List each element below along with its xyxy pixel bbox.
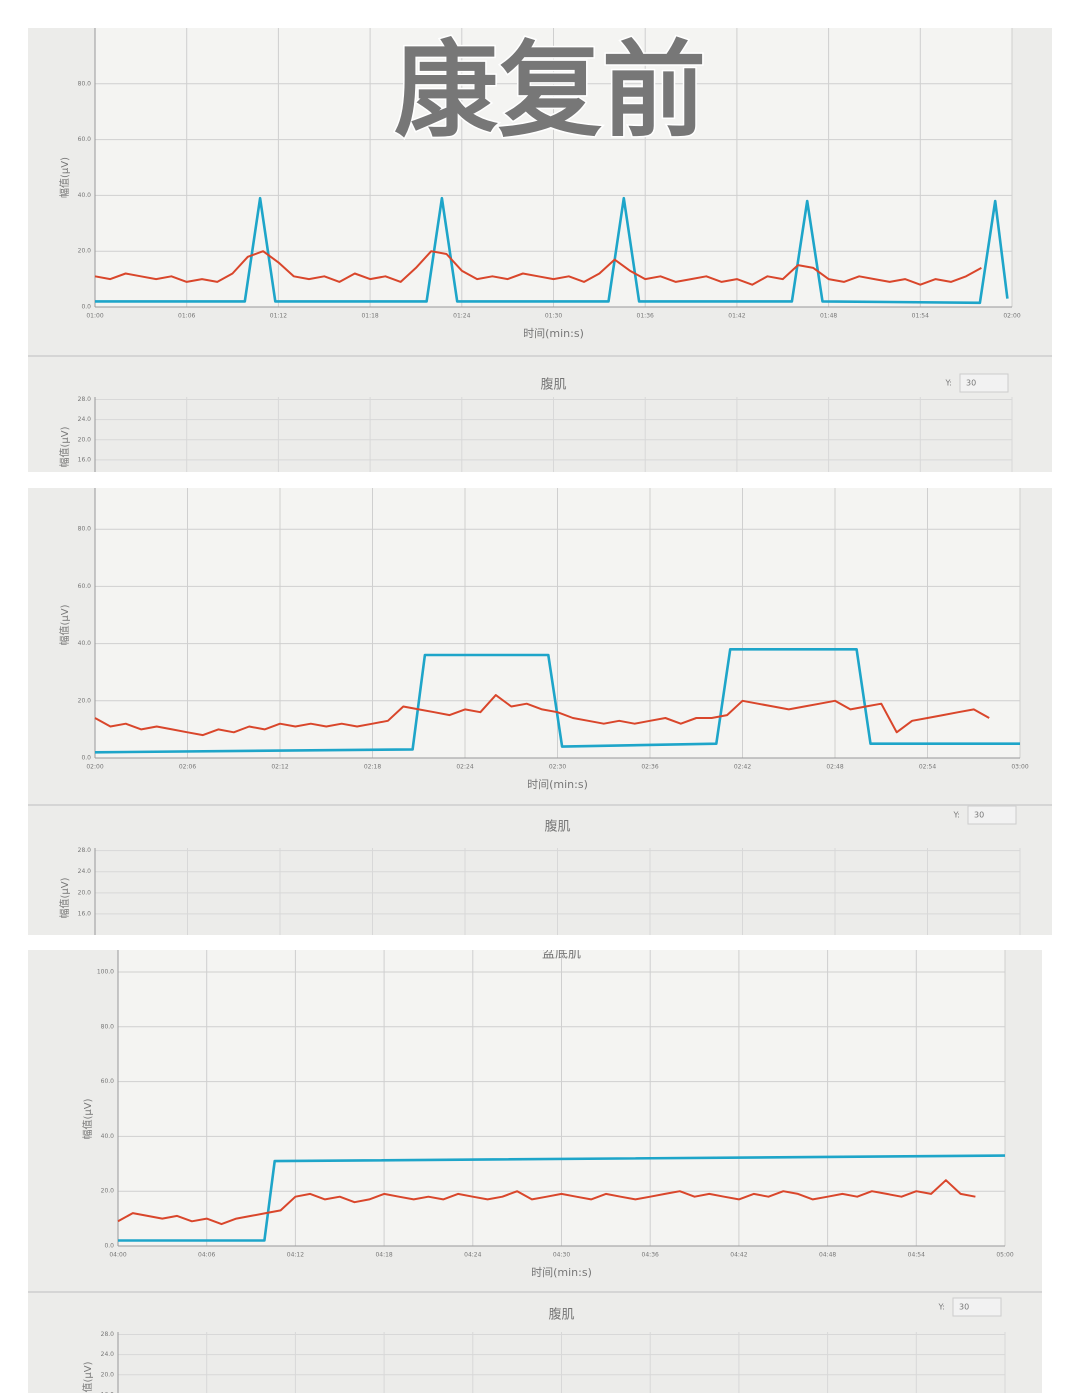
x-tick-label: 01:42: [728, 313, 745, 320]
y-tick-label: 40.0: [101, 1133, 115, 1140]
y-field-label: Y:: [937, 1303, 945, 1312]
x-tick-label: 05:00: [996, 1252, 1013, 1259]
x-axis-label: 时间(min:s): [531, 1266, 592, 1279]
chart-panel: 01:00 01:06 01:12 01:18 01:24 01:30 01:36 01:42…: [28, 28, 1052, 472]
y-tick-label: 20.0: [78, 697, 92, 704]
x-tick-label: 02:00: [86, 764, 103, 771]
y-tick-label: 16.0: [78, 910, 92, 917]
x-tick-label: 02:54: [919, 764, 936, 771]
y-tick-label: 0.0: [81, 304, 91, 311]
x-tick-label: 04:06: [198, 1252, 215, 1259]
y-tick-label: 24.0: [78, 868, 92, 875]
x-tick-label: 02:06: [179, 764, 196, 771]
x-tick-label: 04:42: [730, 1252, 747, 1259]
y-axis-label: 幅值(μV): [58, 877, 71, 918]
y-tick-label: 20.0: [101, 1371, 115, 1378]
y-tick-label: 60.0: [101, 1078, 115, 1085]
x-tick-label: 02:30: [549, 764, 566, 771]
y-tick-label: 24.0: [101, 1351, 115, 1358]
x-tick-label: 04:12: [287, 1252, 304, 1259]
sub-chart-title: 腹肌: [540, 377, 566, 393]
y-tick-label: 16.0: [78, 456, 92, 463]
chart-title: 康复前: [394, 29, 706, 151]
y-field-value: 30: [966, 379, 976, 388]
x-tick-label: 01:30: [545, 313, 562, 320]
y-field-value: 30: [959, 1303, 969, 1312]
x-tick-label: 02:12: [271, 764, 288, 771]
y-axis-label: 幅值(μV): [58, 157, 71, 198]
y-tick-label: 20.0: [78, 889, 92, 896]
x-tick-label: 01:54: [912, 313, 929, 320]
x-tick-label: 04:48: [819, 1252, 836, 1259]
x-tick-label: 04:00: [109, 1252, 126, 1259]
x-tick-label: 01:48: [820, 313, 837, 320]
x-tick-label: 01:18: [361, 313, 378, 320]
sub-chart-title: 腹肌: [544, 819, 570, 835]
x-tick-label: 01:00: [86, 313, 103, 320]
chart-panel: 04:00 04:06 04:12 04:18 04:24 04:30 04:36 04:42…: [28, 946, 1042, 1393]
y-tick-label: 28.0: [78, 847, 92, 854]
y-field-label: Y:: [944, 379, 952, 388]
x-tick-label: 04:18: [375, 1252, 392, 1259]
x-tick-label: 04:36: [642, 1252, 659, 1259]
y-field-label: Y:: [952, 811, 960, 820]
y-tick-label: 60.0: [78, 583, 92, 590]
x-axis-label: 时间(min:s): [523, 327, 584, 340]
y-tick-label: 0.0: [104, 1243, 114, 1250]
data-line: [118, 1154, 1006, 1242]
x-tick-label: 04:54: [908, 1252, 925, 1259]
data-line: [95, 196, 1009, 305]
y-field-value: 30: [974, 811, 984, 820]
y-axis-label: 幅值(μV): [81, 1361, 94, 1393]
y-field-input: [959, 373, 1009, 393]
x-tick-label: 01:06: [178, 313, 195, 320]
data-line: [94, 250, 982, 286]
y-tick-label: 100.0: [97, 969, 114, 976]
y-axis-label: 幅值(μV): [58, 604, 71, 645]
x-tick-label: 02:24: [456, 764, 473, 771]
y-tick-label: 28.0: [78, 396, 92, 403]
y-tick-label: 16.0: [101, 1391, 115, 1393]
x-tick-label: 03:00: [1011, 764, 1028, 771]
x-tick-label: 01:36: [637, 313, 654, 320]
x-tick-label: 02:18: [364, 764, 381, 771]
y-tick-label: 28.0: [101, 1331, 115, 1338]
y-axis-label: 幅值(μV): [58, 426, 71, 467]
panel-label: 盆底肌: [542, 946, 581, 962]
y-tick-label: 80.0: [101, 1023, 115, 1030]
data-line: [94, 648, 1020, 754]
y-field-input: [967, 805, 1017, 825]
chart-panel: 02:00 02:06 02:12 02:18 02:24 02:30 02:36 02:42…: [28, 488, 1052, 935]
y-tick-label: 0.0: [81, 755, 91, 762]
x-tick-label: 04:30: [553, 1252, 570, 1259]
x-tick-label: 02:42: [734, 764, 751, 771]
x-tick-label: 01:24: [453, 313, 470, 320]
y-tick-label: 60.0: [78, 136, 92, 143]
y-tick-label: 40.0: [78, 640, 92, 647]
y-field-input: [952, 1297, 1002, 1317]
y-axis-label: 幅值(μV): [81, 1098, 94, 1139]
x-tick-label: 02:36: [641, 764, 658, 771]
y-tick-label: 20.0: [78, 436, 92, 443]
data-line: [117, 1179, 976, 1226]
y-tick-label: 80.0: [78, 80, 92, 87]
y-tick-label: 20.0: [101, 1188, 115, 1195]
data-line: [94, 694, 990, 737]
x-tick-label: 02:00: [1003, 313, 1020, 320]
sub-chart-title: 腹肌: [548, 1307, 574, 1323]
y-tick-label: 40.0: [78, 192, 92, 199]
x-tick-label: 02:48: [826, 764, 843, 771]
y-tick-label: 24.0: [78, 416, 92, 423]
x-tick-label: 04:24: [464, 1252, 481, 1259]
y-tick-label: 20.0: [78, 248, 92, 255]
x-tick-label: 01:12: [270, 313, 287, 320]
y-tick-label: 80.0: [78, 526, 92, 533]
x-axis-label: 时间(min:s): [527, 778, 588, 791]
